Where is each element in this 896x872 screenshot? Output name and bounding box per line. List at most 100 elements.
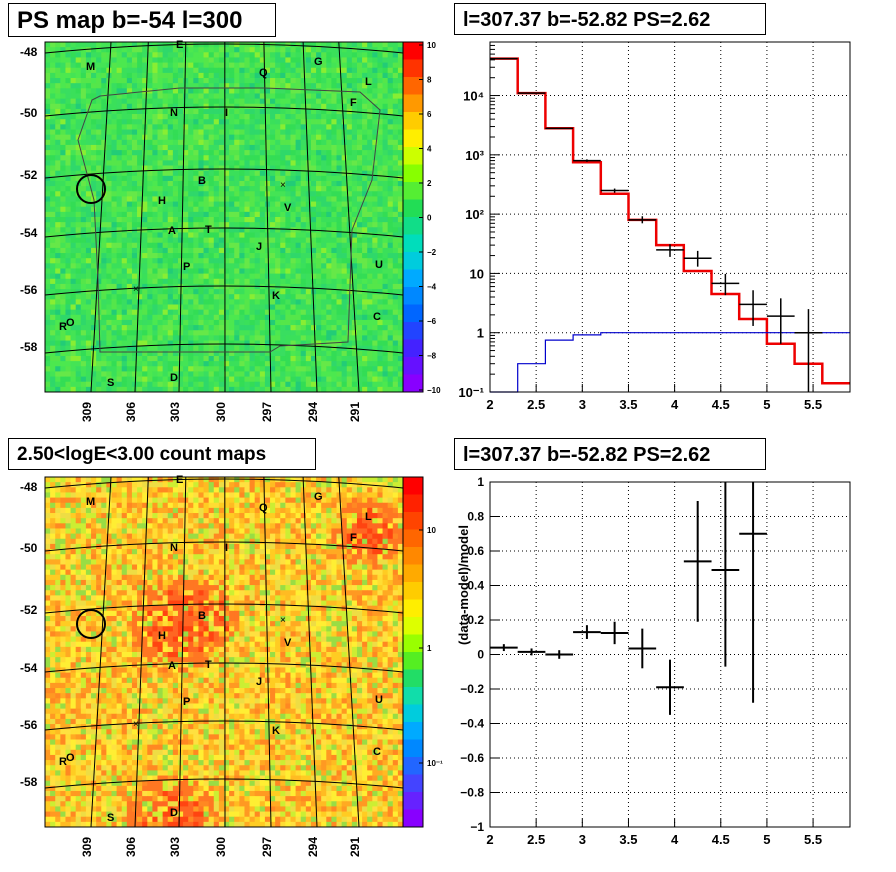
heatmap-cell <box>126 237 133 244</box>
heatmap-cell <box>336 67 343 74</box>
heatmap-cell <box>300 304 307 311</box>
heatmap-cell <box>213 477 220 483</box>
heatmap-cell <box>101 42 107 48</box>
heatmap-cell <box>137 201 143 208</box>
heatmap-cell <box>60 72 66 79</box>
heatmap-cell <box>249 345 256 352</box>
heatmap-cell <box>275 47 281 53</box>
heatmap-cell <box>382 376 389 383</box>
heatmap-cell <box>142 278 148 285</box>
heatmap-cell <box>147 232 153 238</box>
heatmap-cell <box>341 47 348 53</box>
heatmap-cell <box>244 211 250 218</box>
heatmap-cell <box>203 160 210 166</box>
heatmap-cell <box>45 211 51 218</box>
heatmap-cell <box>70 309 77 316</box>
heatmap-cell <box>55 289 61 295</box>
heatmap-cell <box>45 366 51 372</box>
heatmap-cell <box>382 227 389 233</box>
heatmap-cell <box>116 78 123 84</box>
heatmap-cell <box>259 155 266 161</box>
heatmap-cell <box>152 144 158 151</box>
heatmap-cell <box>126 150 133 156</box>
heatmap-cell <box>290 237 296 244</box>
heatmap-cell <box>346 47 353 53</box>
heatmap-cell <box>290 222 296 228</box>
heatmap-cell <box>295 206 302 213</box>
heatmap-cell <box>331 211 337 218</box>
heatmap-cell <box>295 330 302 336</box>
heatmap-cell <box>280 201 286 208</box>
heatmap-cell <box>213 242 220 249</box>
heatmap-cell <box>326 345 332 352</box>
heatmap-cell <box>290 217 296 223</box>
heatmap-cell <box>316 155 322 161</box>
heatmap-cell <box>244 129 250 136</box>
heatmap-cell <box>224 477 230 483</box>
heatmap-cell <box>131 72 138 79</box>
heatmap-cell <box>392 196 399 202</box>
heatmap-cell <box>397 361 404 367</box>
heatmap-cell <box>131 335 138 341</box>
heatmap-cell <box>213 129 220 136</box>
heatmap-cell <box>45 98 51 105</box>
heatmap-cell <box>234 371 240 377</box>
heatmap-cell <box>218 314 225 321</box>
heatmap-cell <box>183 93 189 100</box>
heatmap-cell <box>70 325 77 331</box>
heatmap-cell <box>137 361 143 367</box>
heatmap-cell <box>213 201 220 208</box>
heatmap-cell <box>65 98 71 105</box>
heatmap-cell <box>249 335 256 341</box>
source-cross: × <box>133 284 139 295</box>
heatmap-cell <box>249 278 256 285</box>
heatmap-cell <box>224 247 230 254</box>
heatmap-cell <box>218 350 225 357</box>
heatmap-cell <box>55 314 61 321</box>
heatmap-cell <box>198 283 204 290</box>
heatmap-cell <box>91 299 97 305</box>
heatmap-cell <box>116 124 123 130</box>
heatmap-cell <box>249 361 256 367</box>
heatmap-cell <box>362 376 368 383</box>
heatmap-cell <box>372 278 378 285</box>
heatmap-cell <box>193 477 199 483</box>
heatmap-cell <box>249 319 256 326</box>
heatmap-cell <box>213 170 220 177</box>
heatmap-cell <box>362 72 368 79</box>
heatmap-cell <box>106 278 112 285</box>
heatmap-cell <box>45 206 51 213</box>
heatmap-cell <box>239 330 245 336</box>
colorbar-tick-label: −2 <box>427 248 437 257</box>
heatmap-cell <box>152 340 158 347</box>
heatmap-cell <box>295 232 302 238</box>
heatmap-cell <box>387 227 394 233</box>
heatmap-cell <box>218 72 225 79</box>
heatmap-cell <box>152 242 158 249</box>
heatmap-cell <box>224 263 230 269</box>
heatmap-cell <box>341 217 348 223</box>
heatmap-cell <box>295 222 302 228</box>
heatmap-cell <box>188 345 194 352</box>
heatmap-cell <box>392 42 399 48</box>
heatmap-cell <box>234 196 240 202</box>
heatmap-cell <box>65 273 71 280</box>
heatmap-cell <box>346 155 353 161</box>
heatmap-cell <box>270 361 276 367</box>
heatmap-cell <box>392 350 399 357</box>
heatmap-cell <box>321 222 327 228</box>
heatmap-cell <box>137 335 143 341</box>
heatmap-cell <box>167 325 174 331</box>
heatmap-cell <box>126 366 133 372</box>
heatmap-cell <box>193 165 199 172</box>
heatmap-cell <box>346 42 353 48</box>
heatmap-cell <box>85 114 92 120</box>
heatmap-cell <box>326 258 332 264</box>
heatmap-cell <box>275 330 281 336</box>
heatmap-cell <box>270 83 276 89</box>
heatmap-cell <box>70 273 77 280</box>
heatmap-cell <box>91 371 97 377</box>
colorbar-cell <box>403 129 423 148</box>
heatmap-cell <box>249 175 256 182</box>
heatmap-cell <box>316 52 322 58</box>
